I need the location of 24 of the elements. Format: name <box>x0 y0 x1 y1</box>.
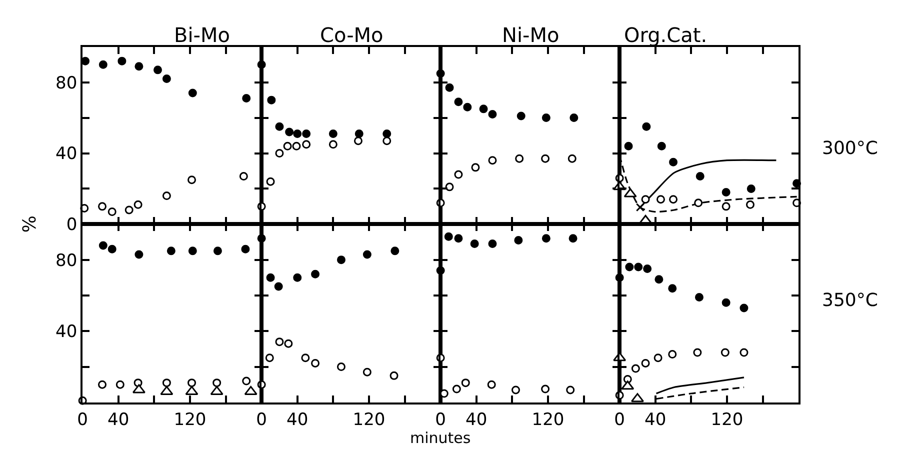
y-axis-title: % <box>19 215 40 233</box>
x-tick-label: 40 <box>644 410 666 430</box>
y-tick-label: 80 <box>56 250 78 271</box>
x-axis-title: minutes <box>410 429 471 447</box>
text: 300°C <box>822 138 878 159</box>
x-tick-label: 0 <box>614 410 625 430</box>
chart-title: Co-Mo <box>320 23 384 47</box>
x-tick-label: 0 <box>435 410 446 430</box>
text: 350°C <box>822 290 878 311</box>
y-tick-label: 80 <box>56 73 78 94</box>
x-tick-label: 120 <box>532 410 564 430</box>
x-tick-label: 120 <box>174 410 206 430</box>
y-tick-label: 40 <box>56 322 78 342</box>
x-tick-label: 0 <box>256 410 267 430</box>
x-tick-label: 40 <box>286 410 308 430</box>
y-tick-label: 40 <box>56 144 78 164</box>
chart-title: Org.Cat. <box>624 23 708 47</box>
x-tick-label: 40 <box>466 410 488 430</box>
x-tick-label: 120 <box>352 410 386 430</box>
x-tick-label: 120 <box>710 410 744 430</box>
y-tick-label: 0 <box>66 215 78 236</box>
chart-title: Ni-Mo <box>502 23 560 47</box>
x-tick-label: 40 <box>108 410 130 430</box>
chart-title: Bi-Mo <box>174 23 230 47</box>
